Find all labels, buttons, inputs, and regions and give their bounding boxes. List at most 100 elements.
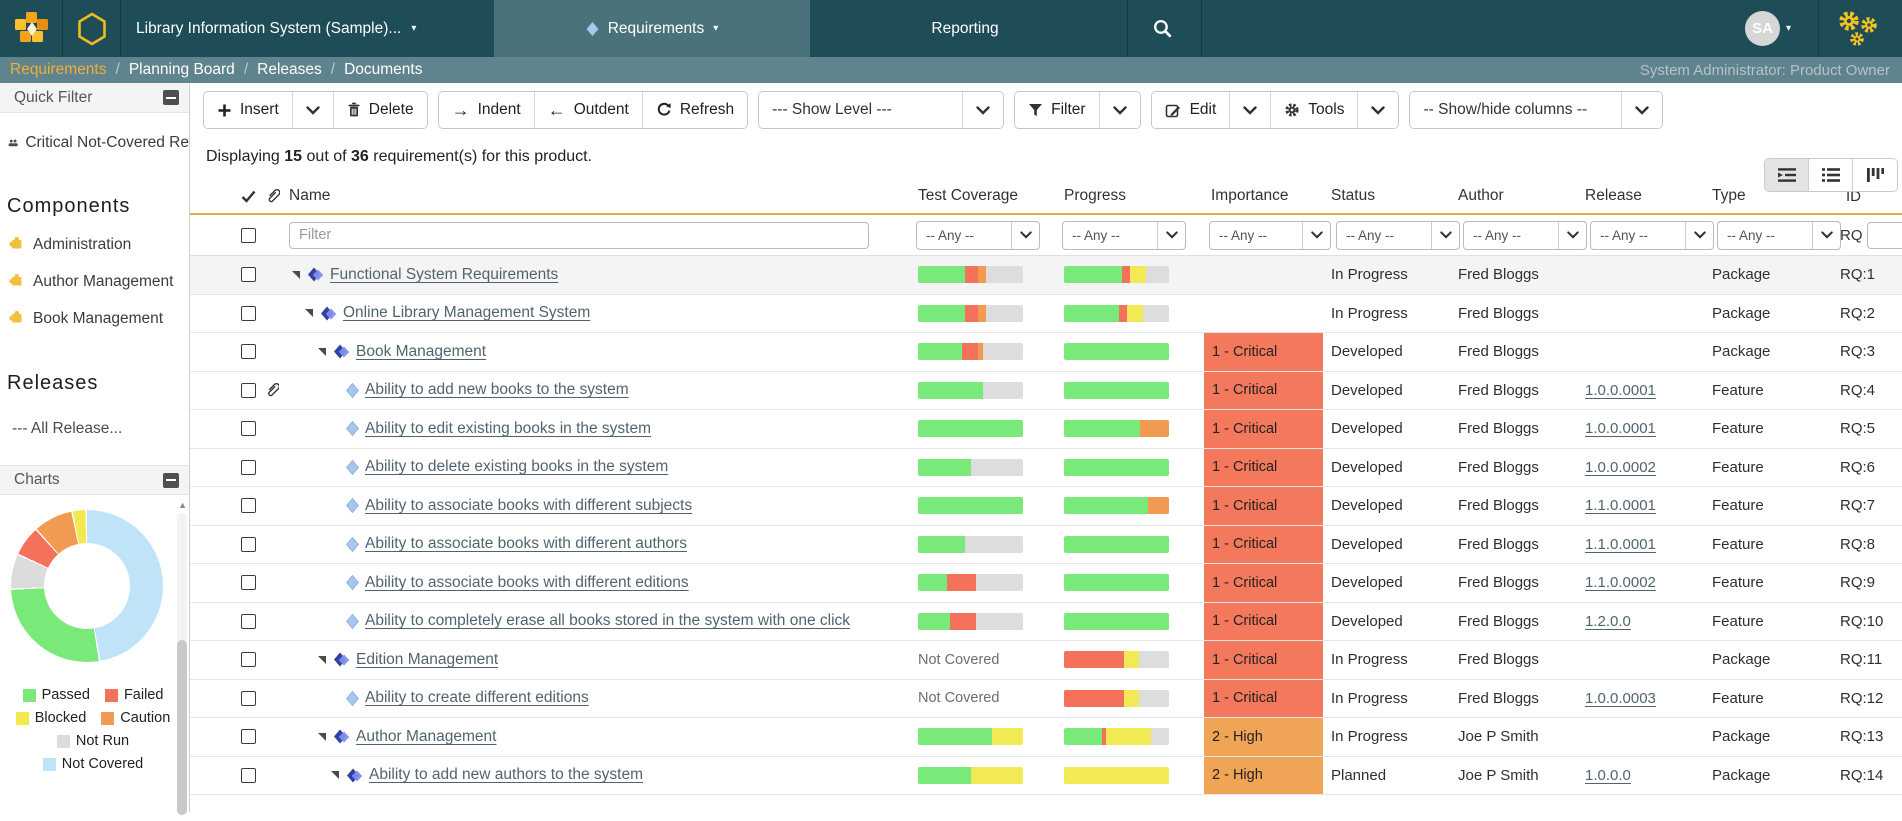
requirement-name-link[interactable]: Ability to associate books with differen… <box>365 497 692 515</box>
row-checkbox[interactable] <box>241 344 256 359</box>
requirement-name-link[interactable]: Edition Management <box>356 651 498 669</box>
row-checkbox[interactable] <box>241 267 256 282</box>
column-header-author[interactable]: Author <box>1458 187 1585 205</box>
filter-row-checkbox[interactable] <box>241 228 256 243</box>
requirement-name-link[interactable]: Ability to edit existing books in the sy… <box>365 420 651 438</box>
edit-button[interactable]: Edit <box>1152 92 1231 128</box>
tab-reporting[interactable]: Reporting <box>860 0 1070 57</box>
requirement-name-link[interactable]: Online Library Management System <box>343 304 590 322</box>
row-checkbox[interactable] <box>241 498 256 513</box>
row-checkbox[interactable] <box>241 652 256 667</box>
collapse-panel-button[interactable] <box>163 473 179 488</box>
indent-button[interactable]: →Indent <box>439 92 535 128</box>
row-checkbox[interactable] <box>241 768 256 783</box>
product-selector[interactable]: Library Information System (Sample)... ▾ <box>128 0 424 57</box>
chevron-down-button[interactable] <box>963 92 1003 128</box>
chevron-down-button[interactable] <box>1358 92 1398 128</box>
release-link[interactable]: 1.2.0.0 <box>1585 613 1631 630</box>
requirement-name-link[interactable]: Ability to associate books with differen… <box>365 574 689 592</box>
collapse-triangle-icon[interactable] <box>331 771 339 779</box>
requirement-name-link[interactable]: Book Management <box>356 343 486 361</box>
column-header-progress[interactable]: Progress <box>1057 187 1204 205</box>
indent-list-view-button[interactable] <box>1765 159 1809 191</box>
scrollbar-thumb[interactable] <box>177 640 187 815</box>
breadcrumb-item-releases[interactable]: Releases <box>257 61 322 78</box>
release-link[interactable]: 1.1.0.0001 <box>1585 536 1656 553</box>
collapse-triangle-icon[interactable] <box>318 733 326 741</box>
id-filter-input[interactable] <box>1867 222 1902 249</box>
filter-select[interactable]: -- Any -- <box>1717 221 1841 250</box>
select-all-check-icon[interactable] <box>241 190 265 203</box>
requirement-name-link[interactable]: Functional System Requirements <box>330 266 558 284</box>
sidebar-item-author-management[interactable]: Author Management <box>8 272 189 292</box>
collapse-triangle-icon[interactable] <box>292 271 300 279</box>
filter-select[interactable]: -- Any -- <box>916 221 1040 250</box>
administration-gears-button[interactable] <box>1826 0 1892 57</box>
release-link[interactable]: 1.0.0.0 <box>1585 767 1631 784</box>
requirement-name-link[interactable]: Ability to delete existing books in the … <box>365 458 668 476</box>
column-header-importance[interactable]: Importance <box>1204 179 1331 213</box>
release-link[interactable]: 1.1.0.0001 <box>1585 497 1656 514</box>
tab-requirements[interactable]: Requirements ▾ <box>494 0 810 57</box>
release-link[interactable]: 1.0.0.0001 <box>1585 382 1656 399</box>
sidebar-item-administration[interactable]: Administration <box>8 235 189 255</box>
filter-select[interactable]: -- Any -- <box>1463 221 1587 250</box>
chart-scrollbar[interactable] <box>177 513 187 815</box>
search-button[interactable] <box>1133 0 1191 57</box>
board-columns-view-button[interactable] <box>1853 159 1897 191</box>
delete-button[interactable]: Delete <box>334 92 427 128</box>
show-level-button[interactable]: --- Show Level --- <box>759 92 963 128</box>
chevron-down-button[interactable] <box>1100 92 1140 128</box>
hexagon-icon[interactable] <box>68 0 116 57</box>
row-checkbox[interactable] <box>241 306 256 321</box>
refresh-button[interactable]: Refresh <box>643 92 747 128</box>
column-header-name[interactable]: Name <box>289 187 911 205</box>
show-hide-columns-button[interactable]: -- Show/hide columns -- <box>1410 92 1622 128</box>
sidebar-item-all-releases[interactable]: --- All Release... <box>12 420 189 438</box>
filter-select[interactable]: -- Any -- <box>1062 221 1186 250</box>
chevron-down-button[interactable] <box>1622 92 1662 128</box>
requirement-name-link[interactable]: Author Management <box>356 728 496 746</box>
release-link[interactable]: 1.0.0.0002 <box>1585 459 1656 476</box>
breadcrumb-item-planning-board[interactable]: Planning Board <box>129 61 235 78</box>
requirement-name-link[interactable]: Ability to associate books with differen… <box>365 535 687 553</box>
column-header-release[interactable]: Release <box>1585 187 1712 205</box>
requirement-name-link[interactable]: Ability to completely erase all books st… <box>365 612 850 630</box>
row-checkbox[interactable] <box>241 614 256 629</box>
tools-button[interactable]: Tools <box>1271 92 1358 128</box>
collapse-triangle-icon[interactable] <box>305 309 313 317</box>
column-header-status[interactable]: Status <box>1331 187 1458 205</box>
user-menu-button[interactable]: SA ▾ <box>1745 0 1791 57</box>
name-filter-input[interactable] <box>289 222 869 249</box>
release-link[interactable]: 1.1.0.0002 <box>1585 574 1656 591</box>
filter-select[interactable]: -- Any -- <box>1590 221 1714 250</box>
filter-select[interactable]: -- Any -- <box>1209 221 1331 250</box>
sidebar-item-book-management[interactable]: Book Management <box>8 309 189 329</box>
row-checkbox[interactable] <box>241 729 256 744</box>
filter-button[interactable]: Filter <box>1015 92 1099 128</box>
release-link[interactable]: 1.0.0.0001 <box>1585 420 1656 437</box>
breadcrumb-item-requirements[interactable]: Requirements <box>10 61 107 78</box>
outdent-button[interactable]: ←Outdent <box>535 92 643 128</box>
scroll-up-icon[interactable]: ▲ <box>178 500 187 510</box>
row-checkbox[interactable] <box>241 691 256 706</box>
column-header-test-coverage[interactable]: Test Coverage <box>911 187 1057 205</box>
chevron-down-button[interactable] <box>1230 92 1271 128</box>
release-link[interactable]: 1.0.0.0003 <box>1585 690 1656 707</box>
bullet-list-view-button[interactable] <box>1809 159 1853 191</box>
requirement-name-link[interactable]: Ability to create different editions <box>365 689 589 707</box>
row-checkbox[interactable] <box>241 575 256 590</box>
filter-select[interactable]: -- Any -- <box>1336 221 1460 250</box>
row-checkbox[interactable] <box>241 537 256 552</box>
collapse-triangle-icon[interactable] <box>318 348 326 356</box>
row-checkbox[interactable] <box>241 460 256 475</box>
collapse-triangle-icon[interactable] <box>318 656 326 664</box>
chevron-down-button[interactable] <box>293 92 334 128</box>
spira-logo-icon[interactable] <box>6 0 58 57</box>
breadcrumb-item-documents[interactable]: Documents <box>344 61 422 78</box>
row-checkbox[interactable] <box>241 383 256 398</box>
sidebar-item-critical-not-covered[interactable]: Critical Not-Covered Re <box>8 134 189 152</box>
requirement-name-link[interactable]: Ability to add new books to the system <box>365 381 629 399</box>
collapse-panel-button[interactable] <box>163 90 179 105</box>
requirement-name-link[interactable]: Ability to add new authors to the system <box>369 766 643 784</box>
